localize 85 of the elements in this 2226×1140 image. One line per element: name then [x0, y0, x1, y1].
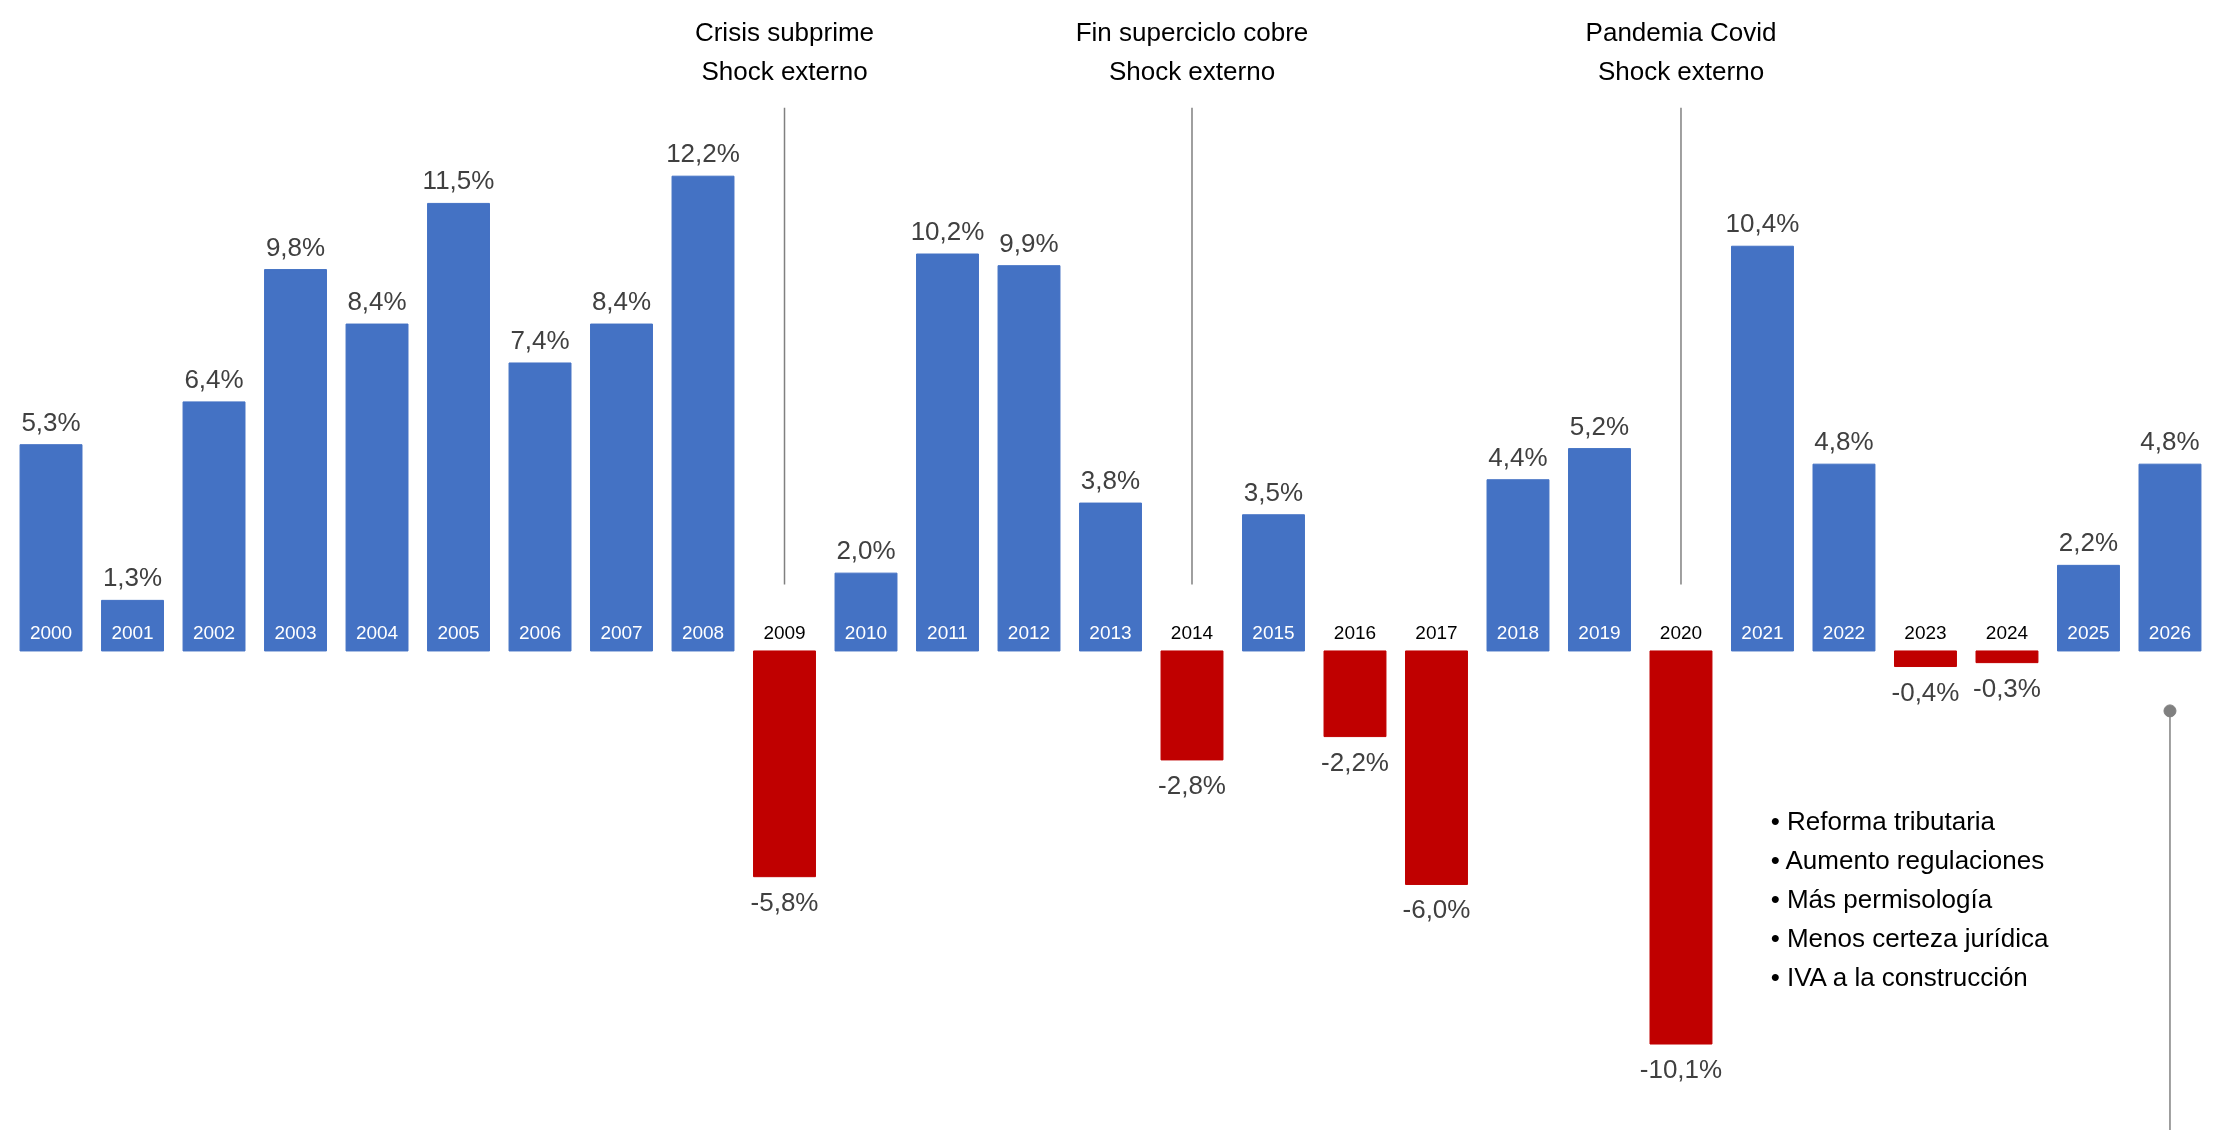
data-label: 7,4% — [510, 324, 570, 355]
annotation: Fin superciclo cobre Shock externo — [1075, 16, 1309, 86]
data-label: 8,4% — [591, 286, 652, 317]
x-tick-label: 2024 — [1985, 621, 2029, 643]
x-tick-label: 2016 — [1333, 621, 1377, 643]
bar — [916, 253, 979, 652]
data-label: -0,4% — [1891, 676, 1960, 707]
bar — [1405, 650, 1468, 885]
data-label: 2,0% — [836, 535, 896, 566]
data-label: 6,4% — [184, 363, 244, 394]
data-label: 3,5% — [1243, 476, 1304, 507]
bar — [182, 401, 246, 652]
bar — [1812, 463, 1876, 652]
data-label: 1,3% — [102, 562, 163, 593]
bar — [1242, 514, 1305, 652]
x-tick-label: 2006 — [518, 621, 562, 643]
data-label: 10,4% — [1725, 208, 1800, 239]
annotation: • Reforma tributaria • Aumento regulaciones • Más permisología • Menos certeza jurídica • IVA a la construcción — [1770, 805, 2050, 992]
x-tick-label: 2003 — [274, 621, 317, 643]
x-tick-label: 2020 — [1659, 621, 1703, 643]
data-label: -0,3% — [1973, 672, 2041, 703]
bar — [264, 269, 327, 652]
bar — [1568, 448, 1631, 652]
data-label: 5,2% — [1569, 410, 1630, 441]
x-tick-label: 2007 — [600, 621, 643, 643]
annotation: Pandemia Covid Shock externo — [1585, 16, 1777, 86]
bar — [834, 572, 898, 652]
bar — [1649, 650, 1713, 1045]
x-tick-label: 2017 — [1415, 621, 1458, 643]
x-tick-label: 2026 — [2148, 621, 2192, 643]
bar — [753, 650, 816, 878]
bar — [1486, 479, 1550, 652]
data-label: 3,8% — [1080, 465, 1141, 496]
bar — [590, 323, 653, 652]
x-tick-label: 2015 — [1252, 621, 1295, 643]
bar — [671, 175, 735, 652]
bar — [1894, 650, 1957, 668]
data-label: -2,8% — [1158, 769, 1226, 800]
bar — [1323, 650, 1387, 738]
x-tick-label: 2001 — [111, 621, 154, 643]
bar — [508, 362, 572, 652]
data-label: 10,2% — [910, 216, 985, 247]
x-tick-label: 2012 — [1007, 621, 1051, 643]
data-label: 2,2% — [2058, 527, 2119, 558]
x-tick-label: 2023 — [1904, 621, 1947, 643]
x-tick-label: 2008 — [681, 621, 725, 643]
x-tick-label: 2009 — [763, 621, 806, 643]
data-label: 9,8% — [265, 231, 326, 262]
data-label: 4,8% — [1814, 426, 1874, 457]
bar — [2057, 564, 2120, 652]
bar — [1079, 502, 1142, 652]
data-label: 4,8% — [2140, 426, 2200, 457]
data-label: 11,5% — [422, 165, 495, 196]
data-label: -2,2% — [1321, 746, 1389, 777]
bar — [345, 323, 409, 652]
x-tick-label: 2011 — [927, 621, 968, 643]
x-tick-label: 2013 — [1089, 621, 1132, 643]
bar — [1975, 650, 2039, 664]
data-label: 9,9% — [999, 227, 1059, 258]
bar — [997, 265, 1061, 652]
x-tick-label: 2018 — [1496, 621, 1540, 643]
x-tick-label: 2022 — [1822, 621, 1866, 643]
data-label: 4,4% — [1488, 441, 1548, 472]
annotation: Crisis subprime Shock externo — [694, 16, 875, 86]
x-tick-label: 2004 — [355, 621, 399, 643]
x-tick-label: 2005 — [437, 621, 480, 643]
bar — [19, 444, 83, 652]
x-tick-label: 2002 — [192, 621, 236, 643]
x-tick-label: 2025 — [2067, 621, 2110, 643]
data-label: 5,3% — [21, 406, 81, 437]
x-tick-label: 2010 — [844, 621, 888, 643]
x-tick-label: 2014 — [1170, 621, 1214, 643]
bar — [1731, 245, 1794, 652]
x-tick-label: 2019 — [1578, 621, 1621, 643]
x-tick-label: 2021 — [1741, 621, 1784, 643]
data-label: 8,4% — [347, 286, 407, 317]
bar — [2138, 463, 2202, 652]
bar — [101, 599, 164, 652]
data-label: -5,8% — [750, 886, 819, 917]
data-label: -6,0% — [1402, 894, 1471, 925]
data-label: -10,1% — [1639, 1054, 1723, 1085]
data-label: 12,2% — [666, 138, 740, 169]
bar — [427, 202, 490, 652]
bar — [1160, 650, 1224, 761]
x-tick-label: 2000 — [29, 621, 73, 643]
